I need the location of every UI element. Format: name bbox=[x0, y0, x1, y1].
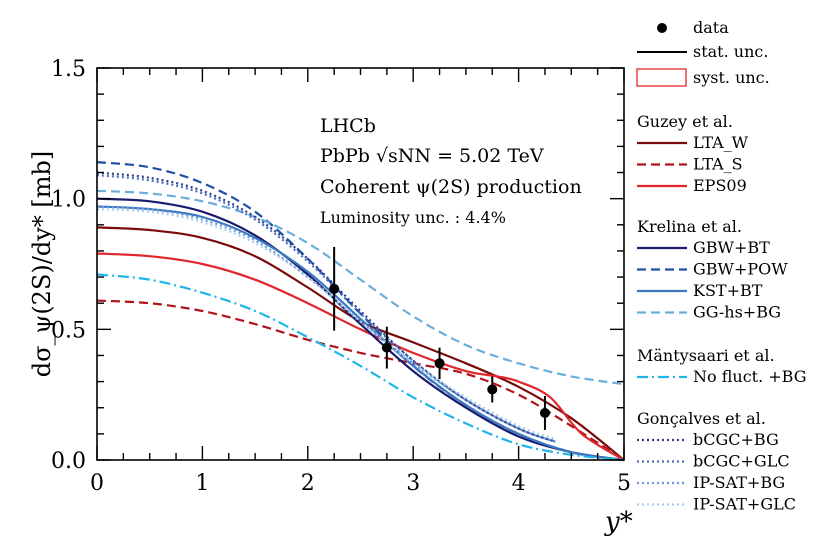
legend: data stat. unc. syst. unc. Guzey et al. L… bbox=[636, 18, 807, 514]
curve-ip-sat-bg bbox=[96, 205, 556, 443]
legend-group-title: Krelina et al. bbox=[637, 217, 742, 236]
curve-lta-s bbox=[96, 299, 625, 461]
legend-stat-label: stat. unc. bbox=[693, 42, 768, 61]
curve-gbw-bt bbox=[96, 197, 625, 462]
legend-label-bcgc-glc: bCGC+GLC bbox=[693, 452, 790, 471]
legend-label-lta-s: LTA_S bbox=[693, 155, 743, 174]
legend-label-bcgc-bg: bCGC+BG bbox=[693, 430, 779, 449]
curve-eps09 bbox=[96, 252, 625, 461]
data-point bbox=[539, 407, 550, 418]
x-tick-label: 1 bbox=[195, 471, 209, 496]
legend-label-eps09: EPS09 bbox=[693, 176, 747, 195]
curve-bcgc-glc bbox=[96, 174, 556, 443]
curve-gg-hs-bg bbox=[96, 189, 625, 386]
axis-ticks bbox=[96, 67, 625, 461]
y-tick-label: 1.5 bbox=[51, 57, 86, 82]
data-point bbox=[381, 342, 392, 353]
data-point bbox=[487, 384, 498, 395]
legend-data-label: data bbox=[693, 18, 729, 37]
legend-label-no-fluct-bg: No fluct. +BG bbox=[693, 367, 807, 386]
legend-label-gg-hs-bg: GG-hs+BG bbox=[693, 303, 781, 322]
legend-label-ip-sat-bg: IP-SAT+BG bbox=[693, 473, 785, 492]
x-tick-label: 0 bbox=[90, 471, 104, 496]
annotation-system: PbPb √sNN = 5.02 TeV bbox=[320, 145, 544, 167]
annotation-process: Coherent ψ(2S) production bbox=[320, 176, 582, 198]
annotation-lumi: Luminosity unc. : 4.4% bbox=[320, 208, 506, 227]
x-tick-label: 3 bbox=[406, 471, 420, 496]
y-tick-label: 0.0 bbox=[51, 449, 86, 474]
curve-no-fluct-bg bbox=[96, 273, 625, 462]
y-tick-label: 0.5 bbox=[51, 318, 86, 343]
legend-group-title: Guzey et al. bbox=[637, 112, 733, 131]
y-tick-label: 1.0 bbox=[51, 188, 86, 213]
annotation-experiment: LHCb bbox=[320, 115, 376, 137]
x-tick-label: 4 bbox=[512, 471, 526, 496]
legend-group-title: Mäntysaari et al. bbox=[637, 346, 775, 365]
curve-kst-bt bbox=[96, 205, 625, 462]
x-axis-title: y* bbox=[604, 507, 633, 537]
legend-label-gbw-pow: GBW+POW bbox=[693, 260, 788, 279]
curve-ip-sat-glc bbox=[96, 208, 556, 441]
legend-groups: Guzey et al. LTA_W LTA_S EPS09 Krelina et al… bbox=[637, 112, 807, 514]
legend-label-gbw-bt: GBW+BT bbox=[693, 238, 770, 257]
y-axis-title: dσ_ψ(2S)/dy* [mb] bbox=[28, 151, 56, 378]
legend-group-title: Gonçalves et al. bbox=[637, 409, 766, 428]
model-curves bbox=[96, 161, 625, 462]
data-point bbox=[329, 283, 340, 294]
legend-syst-label: syst. unc. bbox=[693, 68, 770, 87]
legend-data-marker bbox=[657, 23, 667, 33]
x-tick-label: 2 bbox=[301, 471, 315, 496]
x-tick-label: 5 bbox=[617, 471, 631, 496]
data-points bbox=[329, 247, 550, 430]
legend-label-kst-bt: KST+BT bbox=[693, 281, 763, 300]
axis-tick-labels: 0 1 2 3 4 5 0.0 0.5 1.0 1.5 bbox=[51, 57, 631, 496]
legend-syst-box bbox=[636, 68, 687, 87]
data-point bbox=[434, 358, 445, 369]
legend-label-lta-w: LTA_W bbox=[693, 133, 749, 152]
legend-label-ip-sat-glc: IP-SAT+GLC bbox=[693, 495, 796, 514]
